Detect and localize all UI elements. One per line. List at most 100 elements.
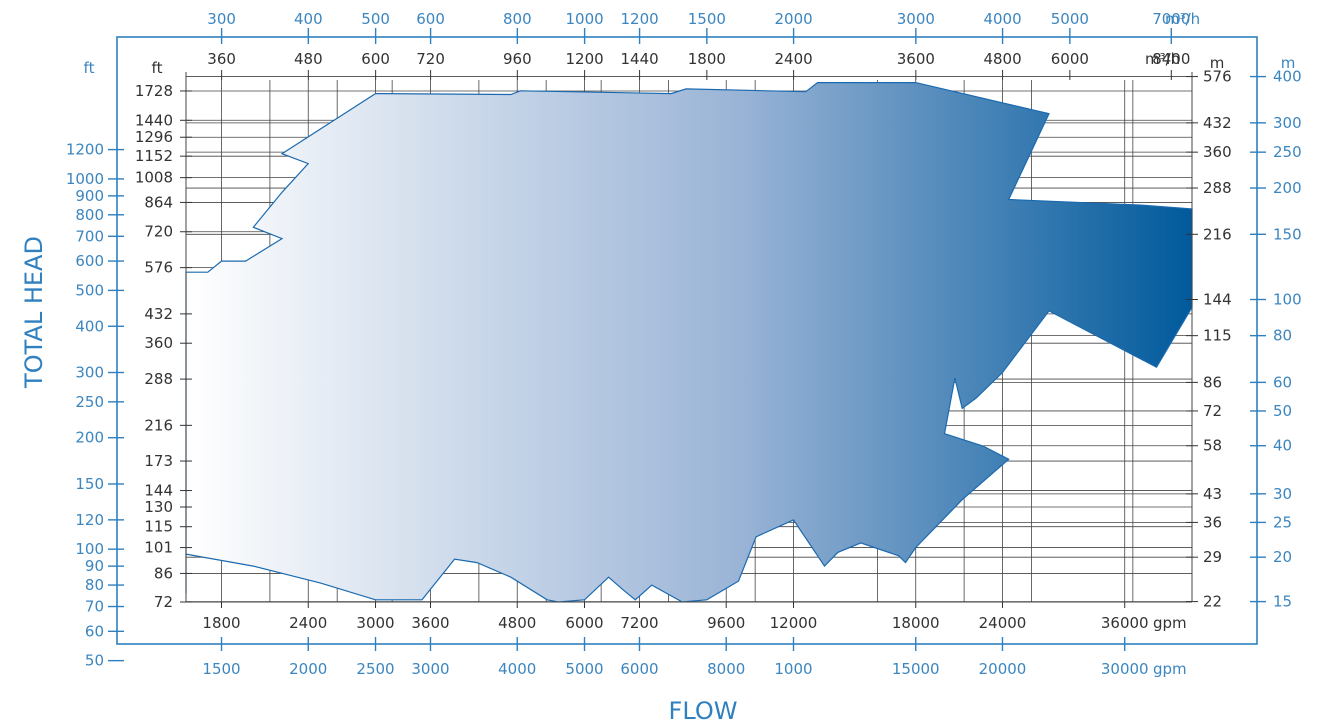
y-tick-label-ft-inner: 144 <box>144 482 173 500</box>
y-tick-label-m-inner: 576 <box>1203 68 1232 86</box>
y-tick-label-m-outer: 200 <box>1273 179 1302 197</box>
y-tick-label-ft-outer: 200 <box>75 429 104 447</box>
x-tick-label-m3h-outer: 400 <box>294 10 323 28</box>
axis-unit-gpm-bottom-outer: gpm <box>1153 660 1187 678</box>
y-tick-label-ft-outer: 700 <box>75 227 104 245</box>
axis-unit-m-outer: m <box>1281 54 1296 72</box>
y-tick-label-m-outer: 30 <box>1273 485 1292 503</box>
y-tick-label-ft-outer: 900 <box>75 187 104 205</box>
y-tick-label-ft-inner: 173 <box>144 452 173 470</box>
x-tick-label-gpm-outer: 1000 <box>774 660 812 678</box>
y-tick-label-m-outer: 40 <box>1273 437 1292 455</box>
y-tick-label-ft-inner: 720 <box>144 223 173 241</box>
y-tick-label-m-inner: 216 <box>1203 225 1232 243</box>
x-tick-label-gpm-outer: 8000 <box>707 660 745 678</box>
x-tick-label-m3h-inner: 480 <box>294 50 323 68</box>
x-tick-label-gpm-inner: 4800 <box>498 614 536 632</box>
y-tick-label-m-inner: 58 <box>1203 437 1222 455</box>
y-tick-label-ft-outer: 90 <box>85 557 104 575</box>
x-tick-label-gpm-inner: 2400 <box>289 614 327 632</box>
x-tick-label-gpm-inner: 24000 <box>979 614 1027 632</box>
y-tick-label-m-outer: 100 <box>1273 290 1302 308</box>
x-axis-title: FLOW <box>669 697 738 725</box>
y-tick-label-ft-outer: 600 <box>75 252 104 270</box>
x-tick-label-m3h-inner: 600 <box>361 50 390 68</box>
y-axis-title: TOTAL HEAD <box>20 236 48 389</box>
x-tick-label-gpm-inner: 36000 <box>1101 614 1149 632</box>
x-tick-label-gpm-inner: 9600 <box>707 614 745 632</box>
y-tick-label-m-outer: 150 <box>1273 225 1302 243</box>
y-tick-label-ft-inner: 1728 <box>135 82 173 100</box>
y-tick-label-ft-inner: 72 <box>154 593 173 611</box>
y-tick-label-ft-outer: 800 <box>75 206 104 224</box>
x-tick-label-gpm-inner: 18000 <box>892 614 940 632</box>
y-tick-label-m-inner: 432 <box>1203 114 1232 132</box>
x-tick-label-gpm-inner: 6000 <box>565 614 603 632</box>
x-tick-label-m3h-outer: 300 <box>207 10 236 28</box>
y-tick-label-ft-outer: 400 <box>75 317 104 335</box>
y-tick-label-ft-inner: 288 <box>144 370 173 388</box>
x-tick-label-m3h-inner: 6000 <box>1051 50 1089 68</box>
x-tick-label-m3h-outer: 4000 <box>983 10 1021 28</box>
axis-unit-m-inner: m <box>1210 54 1225 72</box>
y-tick-label-ft-inner: 1440 <box>135 111 173 129</box>
axis-unit-ft-inner: ft <box>152 59 163 77</box>
y-tick-label-ft-inner: 1008 <box>135 169 173 187</box>
y-tick-label-ft-inner: 360 <box>144 334 173 352</box>
y-tick-label-ft-inner: 1296 <box>135 128 173 146</box>
x-tick-label-m3h-inner: 1800 <box>688 50 726 68</box>
y-tick-label-m-outer: 50 <box>1273 402 1292 420</box>
x-tick-label-gpm-outer: 1500 <box>202 660 240 678</box>
y-tick-label-ft-outer: 300 <box>75 364 104 382</box>
y-tick-label-ft-inner: 216 <box>144 416 173 434</box>
x-tick-label-gpm-outer: 4000 <box>498 660 536 678</box>
y-tick-label-ft-inner: 576 <box>144 259 173 277</box>
x-tick-label-m3h-inner: 960 <box>503 50 532 68</box>
y-tick-label-m-outer: 15 <box>1273 593 1292 611</box>
y-tick-label-m-outer: 60 <box>1273 373 1292 391</box>
x-tick-label-m3h-outer: 1000 <box>566 10 604 28</box>
y-tick-label-ft-outer: 100 <box>75 540 104 558</box>
y-tick-label-m-inner: 288 <box>1203 179 1232 197</box>
x-tick-label-m3h-inner: 720 <box>416 50 445 68</box>
x-tick-label-gpm-outer: 2000 <box>289 660 327 678</box>
y-tick-label-m-outer: 80 <box>1273 327 1292 345</box>
x-tick-label-m3h-inner: 1200 <box>566 50 604 68</box>
y-tick-label-m-inner: 36 <box>1203 513 1222 531</box>
y-tick-label-m-inner: 22 <box>1203 593 1222 611</box>
y-tick-label-m-outer: 250 <box>1273 143 1302 161</box>
x-tick-label-m3h-outer: 1500 <box>688 10 726 28</box>
y-tick-label-m-outer: 400 <box>1273 68 1302 86</box>
x-tick-label-m3h-inner: 1440 <box>620 50 658 68</box>
x-tick-label-m3h-inner: 2400 <box>775 50 813 68</box>
y-tick-label-m-outer: 25 <box>1273 513 1292 531</box>
y-tick-label-ft-inner: 130 <box>144 498 173 516</box>
x-tick-label-gpm-inner: 3000 <box>356 614 394 632</box>
y-tick-label-ft-inner: 86 <box>154 564 173 582</box>
axis-unit-ft-outer: ft <box>84 59 95 77</box>
x-tick-label-m3h-inner: 360 <box>207 50 236 68</box>
y-tick-label-ft-outer: 60 <box>85 622 104 640</box>
axis-unit-gpm-bottom-inner: gpm <box>1153 614 1187 632</box>
outer-frame <box>116 36 1258 645</box>
y-tick-label-ft-inner: 1152 <box>135 147 173 165</box>
axis-unit-m3h-top-inner: m³/h <box>1145 50 1180 68</box>
x-tick-label-m3h-outer: 7000 <box>1152 10 1190 28</box>
x-tick-label-m3h-outer: 2000 <box>775 10 813 28</box>
coverage-region <box>185 82 1193 603</box>
y-tick-label-m-inner: 360 <box>1203 143 1232 161</box>
x-tick-label-m3h-outer: 500 <box>361 10 390 28</box>
y-tick-label-m-inner: 86 <box>1203 373 1222 391</box>
x-tick-label-m3h-inner: 3600 <box>897 50 935 68</box>
x-tick-label-gpm-inner: 7200 <box>620 614 658 632</box>
axis-unit-m3h-top-outer: m³/h <box>1165 10 1200 28</box>
x-tick-label-gpm-inner: 1800 <box>202 614 240 632</box>
x-tick-label-gpm-outer: 6000 <box>620 660 658 678</box>
y-tick-label-m-inner: 144 <box>1203 290 1232 308</box>
y-tick-label-ft-inner: 432 <box>144 305 173 323</box>
y-tick-label-m-inner: 43 <box>1203 485 1222 503</box>
y-tick-label-m-inner: 29 <box>1203 548 1222 566</box>
y-tick-label-ft-inner: 115 <box>144 518 173 536</box>
x-tick-label-gpm-outer: 15000 <box>892 660 940 678</box>
